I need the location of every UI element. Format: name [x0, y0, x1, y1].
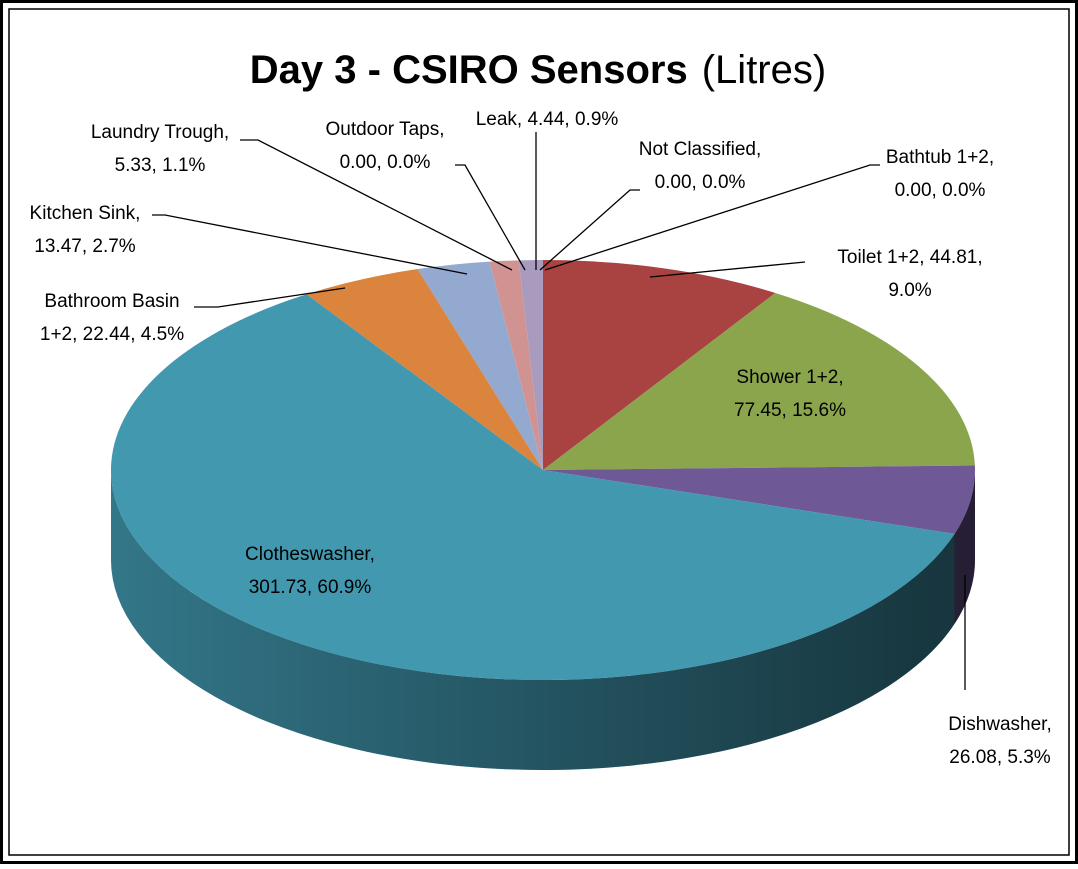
data-label: 77.45, 15.6%: [734, 400, 846, 421]
data-label: Kitchen Sink,: [30, 203, 141, 224]
data-label: Bathtub 1+2,: [886, 147, 994, 168]
leader-line: [649, 261, 806, 278]
data-label: 5.33, 1.1%: [115, 155, 206, 176]
leader-line: [544, 164, 880, 271]
pie-slice: [518, 260, 543, 470]
pie-slice: [543, 260, 776, 470]
data-label: Dishwasher,: [948, 714, 1052, 735]
data-label: 26.08, 5.3%: [949, 747, 1051, 768]
data-labels: Toilet 1+2, 44.81, 9.0% Shower 1+2, 77.45, …: [30, 109, 1052, 768]
data-label: 1+2, 22.44, 4.5%: [40, 324, 184, 345]
chart-title: Day 3 - CSIRO Sensors: [250, 48, 688, 92]
pie-sides: [111, 470, 975, 771]
pie-slice: [489, 260, 543, 470]
data-label: 0.00, 0.0%: [340, 152, 431, 173]
data-label: 0.00, 0.0%: [895, 180, 986, 201]
data-label: Bathroom Basin: [44, 291, 179, 312]
data-label: 0.00, 0.0%: [655, 172, 746, 193]
data-label: Clotheswasher,: [245, 544, 375, 565]
inner-frame: [8, 8, 1070, 856]
chart-title-group: Day 3 - CSIRO Sensors (Litres): [250, 48, 826, 92]
data-label: 9.0%: [888, 280, 931, 301]
data-label: Laundry Trough,: [91, 122, 229, 143]
leader-line: [152, 214, 468, 275]
data-label: Leak, 4.44, 0.9%: [476, 109, 619, 130]
data-label: 13.47, 2.7%: [34, 236, 136, 257]
pie-slice: [110, 294, 955, 680]
leader-line: [194, 287, 346, 308]
pie-slice: [306, 269, 543, 470]
data-label: Outdoor Taps,: [325, 119, 444, 140]
chart-subtitle: (Litres): [702, 48, 826, 92]
leader-line: [455, 164, 526, 271]
data-label: Toilet 1+2, 44.81,: [837, 247, 982, 268]
pie-slice: [543, 292, 975, 470]
leader-line: [539, 189, 640, 271]
data-label: Not Classified,: [639, 139, 762, 160]
pie-tops: [110, 260, 975, 680]
pie-slice: [417, 261, 543, 470]
pie-slice: [543, 465, 975, 534]
leader-line: [240, 139, 513, 271]
side-shading: [111, 470, 975, 770]
data-label: Shower 1+2,: [736, 367, 843, 388]
data-label: 301.73, 60.9%: [249, 577, 372, 598]
